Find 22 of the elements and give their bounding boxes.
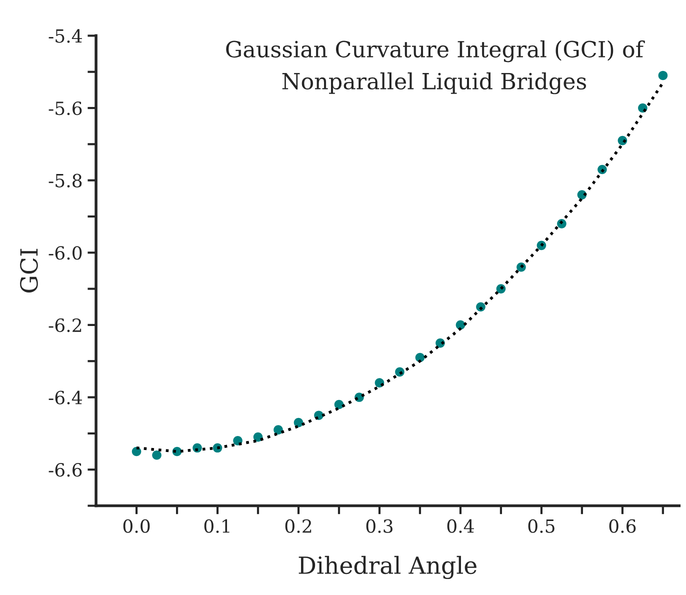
x-tick-label: 0.4 (447, 519, 474, 533)
y-tick-label: -5.4 (48, 29, 82, 43)
x-tick-label: 0.2 (285, 519, 312, 533)
x-tick-label: 0.1 (204, 519, 230, 533)
point (658, 70, 668, 80)
y-tick-label: -6.0 (48, 246, 82, 260)
y-tick-label: -6.2 (48, 318, 82, 332)
x-tick-label: 0.6 (609, 519, 636, 533)
text: Gaussian Curvature Integral (GCI) of Nonparallel Liquid Bridges (226, 40, 645, 94)
point (274, 425, 283, 434)
y-tick-label: -6.4 (48, 390, 82, 404)
point (253, 432, 263, 442)
point (334, 400, 344, 410)
x-tick-label: 0.0 (123, 519, 150, 533)
y-tick-label: -5.8 (48, 174, 82, 188)
x-tick-label: 0.3 (366, 519, 393, 533)
y-tick-label: -6.6 (48, 463, 82, 477)
x-tick-label: 0.5 (528, 519, 554, 533)
y-tick-label: -5.6 (48, 101, 82, 116)
point (152, 450, 162, 460)
y-axis-title: GCI (20, 248, 38, 293)
x-axis-title: Dihedral Angle (298, 556, 476, 580)
